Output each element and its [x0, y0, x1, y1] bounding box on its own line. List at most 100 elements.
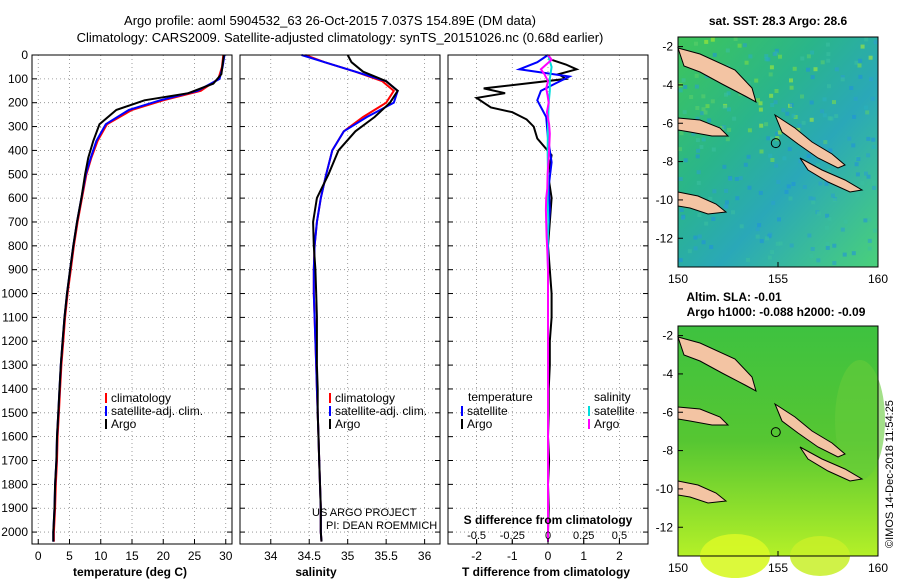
sst-pixel [767, 255, 772, 260]
png-tail-land-2 [677, 480, 728, 504]
sst-pixel [872, 180, 876, 185]
sla-float-marker [770, 427, 781, 438]
sst-pixel [739, 224, 744, 229]
map-y-tick-label: -10 [656, 193, 674, 207]
salinity-grid [240, 54, 440, 544]
legend-label: Argo [335, 417, 361, 431]
x-tick-label: 35.5 [374, 549, 398, 563]
x-tick-label: 15 [125, 549, 139, 563]
sst-pixel [755, 234, 760, 239]
map-y-tick-label: -2 [662, 329, 673, 343]
salinity-x-ticks: 34 34.5 35 35.5 36 [264, 539, 432, 563]
sst-pixel [711, 216, 716, 221]
new-britain-land-2 [677, 336, 757, 393]
sla-map-ticks: 150 155 160 -2 -4 -6 -8 -10 -12 [656, 329, 889, 575]
sst-pixel [792, 66, 797, 71]
salinity-panel: 34 34.5 35 35.5 36 salinity climatologysatel… [239, 54, 441, 579]
sst-pixel [704, 39, 709, 44]
difference-panel: -2 -1 0 1 2 -0.5 -0.25 0 0.25 0.5 S difference f… [447, 54, 649, 579]
sst-pixel [775, 241, 780, 246]
sst-pixel [724, 188, 729, 193]
series-line-satellite-adj-clim- [52, 54, 226, 542]
salinity-xlabel: salinity [295, 565, 337, 579]
sst-pixel [813, 67, 818, 72]
sst-pixel [747, 185, 752, 190]
sst-pixel [769, 93, 774, 98]
sst-pixel [789, 243, 794, 248]
sst-pixel [865, 110, 870, 115]
sst-pixel [693, 246, 698, 251]
sst-pixel [768, 72, 773, 77]
sla-land [677, 336, 864, 504]
difference-s-ticks: -0.5 -0.25 0 0.25 0.5 [467, 530, 627, 544]
depth-tick-label: 400 [8, 143, 28, 157]
sst-pixel [777, 217, 781, 222]
s-tick-label: -0.25 [500, 530, 525, 542]
sst-pixel [789, 78, 793, 83]
depth-tick-label: 100 [8, 72, 28, 86]
sst-pixel [866, 174, 871, 179]
sst-pixel [721, 125, 726, 130]
sst-pixel [842, 252, 847, 257]
sst-pixel [773, 100, 778, 105]
sst-pixel [858, 58, 863, 63]
map-y-tick-label: -4 [662, 78, 673, 92]
sst-pixel [725, 137, 730, 142]
argo-height-title: Argo h1000: -0.088 h2000: -0.09 [687, 305, 866, 319]
depth-tick-label: 1800 [1, 477, 28, 491]
sst-pixel [701, 240, 706, 245]
sst-pixel [811, 196, 816, 201]
sst-pixel [872, 185, 877, 190]
sst-pixel [832, 243, 837, 248]
sst-pixel [758, 107, 763, 112]
legend-label: Argo [594, 417, 620, 431]
imos-watermark: ©IMOS 14-Dec-2018 11:54:25 [884, 400, 896, 548]
temperature-panel: 0 5 10 15 20 25 30 0 100 200 300 400 500 600 700 800 90… [1, 48, 232, 579]
png-tail-land [677, 191, 728, 215]
sst-pixel [873, 40, 878, 45]
sst-pixel [755, 227, 760, 232]
sst-pixel [858, 74, 863, 79]
sst-pixel [772, 52, 777, 56]
sst-pixel [735, 196, 740, 201]
legend-label: Argo [467, 417, 493, 431]
sst-pixel [764, 54, 769, 59]
sst-pixel [789, 85, 794, 90]
sst-pixel [797, 123, 802, 128]
x-tick-label: 34.5 [298, 549, 322, 563]
series-line-s-argo-clim [539, 54, 553, 542]
map-x-tick-label: 150 [668, 561, 688, 575]
depth-tick-label: 800 [8, 239, 28, 253]
s-tick-label: -0.5 [467, 530, 486, 542]
map-y-tick-label: -8 [662, 444, 673, 458]
temperature-x-ticks: 0 5 10 15 20 25 30 [35, 539, 233, 563]
map-y-tick-label: -4 [662, 367, 673, 381]
sst-pixel [789, 103, 794, 107]
sst-pixel [723, 204, 728, 209]
bougainville-land-2 [773, 402, 846, 458]
sst-pixel [744, 60, 749, 65]
sst-pixel [725, 48, 730, 53]
new-guinea-land [677, 117, 730, 137]
sst-pixel [704, 221, 709, 226]
depth-tick-label: 0 [21, 48, 28, 62]
sst-pixel [774, 89, 779, 93]
depth-tick-label: 2000 [1, 525, 28, 539]
salinity-axes-frame [239, 54, 441, 545]
sst-pixel [743, 162, 748, 167]
sst-pixel [852, 114, 857, 119]
sst-pixel [734, 177, 739, 181]
sst-pixel [757, 223, 762, 228]
depth-tick-label: 200 [8, 96, 28, 110]
sst-pixel [867, 238, 872, 243]
sst-pixel [758, 101, 763, 106]
depth-tick-label: 300 [8, 120, 28, 134]
s-tick-label: 0.5 [612, 530, 627, 542]
sst-pixel [738, 176, 743, 181]
sst-pixel [695, 154, 700, 159]
sst-pixel [855, 172, 860, 177]
sst-pixel [868, 55, 873, 60]
sst-pixel [869, 77, 873, 82]
sst-pixel [830, 193, 835, 198]
sst-pixel [775, 131, 780, 136]
